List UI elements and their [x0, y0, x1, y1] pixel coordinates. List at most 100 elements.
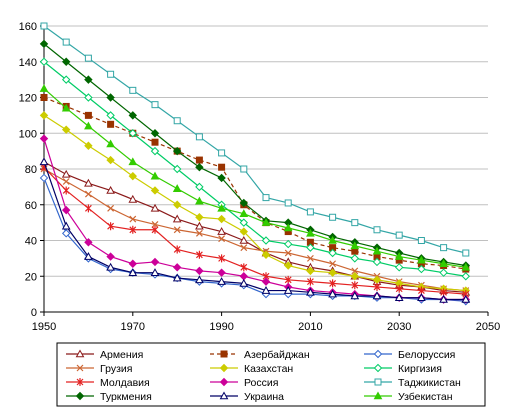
data-point: [128, 268, 138, 276]
data-point: [372, 257, 382, 267]
legend-swatch-marker: [219, 377, 229, 387]
data-point: [107, 222, 115, 231]
data-point: [107, 120, 115, 128]
data-point: [106, 93, 115, 102]
data-point: [306, 254, 314, 262]
data-point: [217, 203, 226, 212]
horizontal-grid: [44, 25, 488, 277]
legend-item: Россия: [210, 377, 278, 389]
legend-item: Таджикистан: [364, 377, 461, 389]
data-point: [306, 208, 314, 216]
data-point: [84, 252, 93, 260]
data-point: [129, 225, 137, 234]
legend-swatch-marker: [76, 378, 84, 386]
data-point: [84, 204, 92, 213]
data-point: [439, 294, 448, 303]
legend-label: Белоруссия: [398, 349, 455, 361]
data-point: [306, 228, 315, 237]
y-tick-label: 80: [25, 164, 37, 176]
data-point: [150, 146, 160, 156]
legend-swatch-marker: [373, 363, 383, 373]
legend-label: Киргизия: [398, 363, 442, 375]
data-point: [262, 194, 270, 202]
legend-item: Украина: [210, 391, 284, 403]
legend-swatch-marker: [373, 391, 383, 400]
data-point: [61, 125, 71, 134]
legend-swatch-marker: [220, 350, 228, 358]
data-point: [61, 57, 71, 66]
data-point: [150, 203, 160, 212]
data-point: [172, 184, 182, 192]
data-point: [306, 243, 315, 252]
data-point: [195, 196, 204, 205]
x-tick-label: 2050: [476, 321, 500, 333]
data-point: [328, 289, 337, 298]
data-point: [350, 254, 360, 263]
legend-item: Армения: [66, 349, 143, 361]
data-point: [373, 282, 381, 291]
legend-label: Украина: [244, 391, 284, 403]
data-point: [351, 219, 359, 227]
data-point: [217, 227, 226, 235]
data-point: [261, 218, 271, 226]
data-point: [439, 268, 448, 277]
data-point: [128, 171, 138, 181]
data-point: [61, 75, 71, 84]
data-point: [218, 235, 226, 243]
legend-label: Грузия: [100, 363, 132, 375]
data-point: [218, 163, 226, 171]
data-point: [150, 171, 160, 180]
data-point: [128, 111, 138, 120]
data-point: [462, 249, 470, 257]
x-tick-label: 1950: [32, 321, 56, 333]
data-point: [217, 268, 226, 277]
data-point: [173, 117, 181, 125]
legend-item: Молдавия: [66, 377, 150, 389]
data-point: [129, 215, 137, 223]
data-point: [195, 163, 204, 172]
series-line: [43, 25, 466, 254]
legend: Армения Азербайджан Белоруссия Грузия Казахс…: [56, 342, 486, 407]
y-tick-label: 160: [19, 21, 37, 33]
series-line: [43, 43, 466, 267]
data-point: [217, 214, 226, 224]
legend-label: Молдавия: [100, 377, 150, 389]
data-point: [84, 75, 93, 84]
data-point: [128, 129, 138, 138]
legend-swatch-marker: [219, 363, 229, 373]
data-point: [151, 101, 159, 109]
legend-item: Азербайджан: [210, 349, 310, 361]
legend-label: Узбекистан: [398, 391, 453, 403]
data-point: [151, 220, 159, 228]
series-line: [43, 166, 466, 295]
series-12: [39, 84, 471, 271]
data-point: [151, 138, 159, 146]
y-tick-label: 100: [19, 128, 37, 140]
data-point: [329, 260, 337, 268]
data-point: [84, 54, 92, 62]
series-7: [40, 163, 470, 299]
data-point: [106, 185, 115, 194]
data-point: [240, 263, 248, 272]
data-point: [39, 84, 49, 92]
data-point: [417, 255, 426, 264]
legend-label: Азербайджан: [244, 349, 310, 361]
data-point: [106, 262, 115, 271]
data-point: [173, 226, 181, 234]
data-point: [439, 259, 448, 268]
legend-swatch-marker: [75, 391, 85, 401]
data-point: [84, 93, 93, 102]
x-axis-tick-labels: 1950 1970 1990 2010 2030 2050: [32, 321, 500, 333]
data-point: [394, 263, 404, 272]
x-tick-label: 2010: [298, 321, 322, 333]
data-point: [372, 291, 382, 300]
legend-item: Киргизия: [364, 363, 442, 375]
data-point: [39, 173, 49, 183]
data-point: [172, 263, 182, 272]
series-line: [43, 96, 466, 270]
data-point: [172, 273, 182, 282]
data-point: [218, 149, 226, 157]
series-line: [43, 161, 466, 301]
data-point: [283, 239, 293, 249]
